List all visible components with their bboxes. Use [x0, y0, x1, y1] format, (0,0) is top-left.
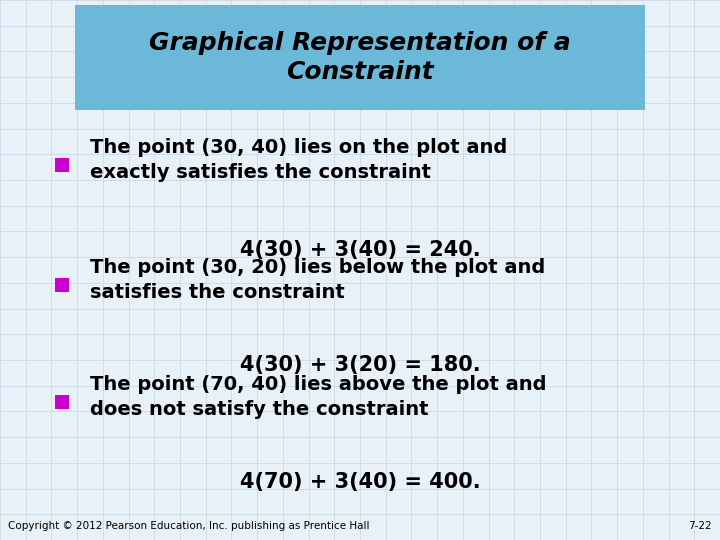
FancyBboxPatch shape — [55, 158, 69, 172]
FancyBboxPatch shape — [55, 395, 69, 409]
Text: 4(70) + 3(40) = 400.: 4(70) + 3(40) = 400. — [240, 472, 480, 492]
Text: 4(30) + 3(20) = 180.: 4(30) + 3(20) = 180. — [240, 355, 480, 375]
Text: Copyright © 2012 Pearson Education, Inc. publishing as Prentice Hall: Copyright © 2012 Pearson Education, Inc.… — [8, 521, 369, 531]
FancyBboxPatch shape — [55, 278, 69, 292]
Text: Graphical Representation of a
Constraint: Graphical Representation of a Constraint — [149, 31, 571, 84]
Text: The point (30, 20) lies below the plot and
satisfies the constraint: The point (30, 20) lies below the plot a… — [90, 258, 545, 302]
FancyBboxPatch shape — [75, 5, 645, 110]
Text: 7-22: 7-22 — [688, 521, 712, 531]
Text: The point (30, 40) lies on the plot and
exactly satisfies the constraint: The point (30, 40) lies on the plot and … — [90, 138, 508, 182]
Text: The point (70, 40) lies above the plot and
does not satisfy the constraint: The point (70, 40) lies above the plot a… — [90, 375, 546, 419]
Text: 4(30) + 3(40) = 240.: 4(30) + 3(40) = 240. — [240, 240, 480, 260]
